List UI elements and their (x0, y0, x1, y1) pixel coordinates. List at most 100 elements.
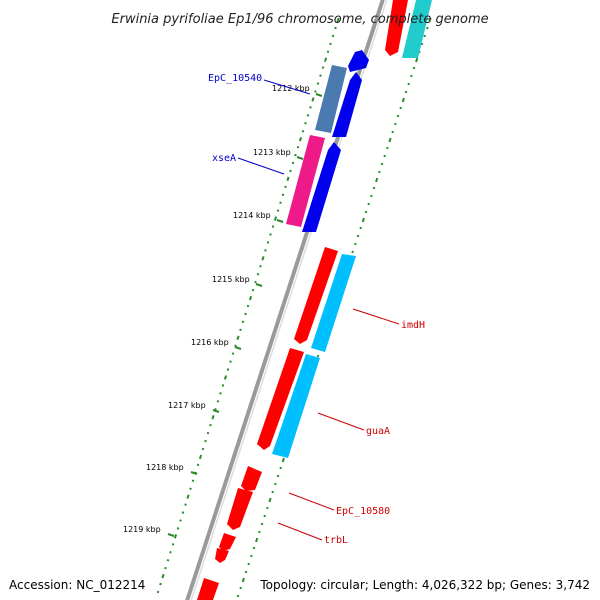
scale-tick (255, 283, 263, 287)
gc-dot (241, 320, 245, 324)
gc-dot (166, 558, 170, 562)
reverse-gene-epc10580[interactable] (227, 488, 253, 530)
gc-dot (380, 162, 384, 166)
gc-dot (223, 375, 228, 380)
gc-dot (179, 519, 182, 522)
gc-dot (356, 234, 360, 238)
gc-dot (304, 122, 307, 125)
gc-dot (316, 354, 320, 358)
gc-dot (271, 490, 274, 494)
gc-dot (294, 153, 297, 157)
reverse-gene-imdh[interactable] (294, 247, 338, 344)
tick-label: 1219 kbp (123, 525, 161, 534)
tick-label: 1213 kbp (253, 148, 291, 157)
gc-dot (258, 530, 261, 534)
scale-tick (190, 471, 198, 475)
gc-dot (410, 74, 413, 78)
tick-label: 1216 kbp (191, 338, 229, 347)
tick-label: 1214 kbp (233, 211, 271, 220)
gc-dot (248, 295, 253, 301)
reverse-gene-top[interactable] (385, 0, 408, 56)
gc-dot (244, 312, 247, 316)
gc-dot (276, 209, 280, 212)
gc-dot (236, 594, 240, 598)
steel-gene[interactable] (315, 65, 347, 133)
gc-dot (306, 114, 310, 117)
forward-gene-epc10540[interactable] (348, 50, 369, 72)
tick-label: 1218 kbp (146, 463, 184, 472)
gc-dot (266, 506, 269, 510)
gc-dot (321, 66, 325, 69)
gc-dot (173, 534, 178, 539)
gc-dot (171, 543, 175, 546)
gc-dot (279, 466, 282, 470)
gc-dot (244, 570, 248, 574)
gc-dot (301, 129, 305, 133)
gc-dot (331, 34, 335, 38)
gc-dot (229, 360, 232, 363)
gc-dot (198, 454, 203, 460)
gc-dot (361, 217, 365, 223)
reverse-gene-small-2[interactable] (215, 548, 229, 563)
gc-dot (241, 577, 245, 583)
gc-dot (246, 304, 250, 308)
gc-dot (370, 194, 373, 198)
forward-cds-guaa[interactable] (272, 354, 320, 458)
gc-dot (298, 136, 303, 142)
reverse-gene-bottom[interactable] (197, 578, 219, 600)
gc-dot (159, 582, 162, 586)
gc-dot (196, 463, 200, 467)
map-title: Erwinia pyrifoliae Ep1/96 chromosome, co… (111, 12, 488, 27)
gc-dot (221, 384, 225, 387)
leader-imdh (352, 308, 400, 325)
teal-gene-top[interactable] (402, 0, 432, 58)
gc-dot (161, 573, 165, 579)
gc-dot (239, 328, 242, 332)
forward-gene-1[interactable] (332, 72, 362, 137)
gene-label-epc10540[interactable]: EpC_10540 (208, 73, 262, 84)
gc-dot (316, 82, 320, 85)
gc-dot (164, 566, 167, 570)
gc-dot (412, 66, 416, 70)
gc-dot (186, 494, 190, 499)
gc-dot (404, 90, 408, 94)
gc-dot (399, 106, 402, 110)
gc-dot (209, 423, 212, 427)
gc-dot (396, 114, 400, 118)
pink-gene[interactable] (286, 135, 325, 227)
gene-label-trbl[interactable]: trbL (324, 535, 348, 546)
scale-tick (276, 219, 284, 223)
reverse-gene-small-1[interactable] (241, 466, 262, 491)
gc-dot (291, 161, 295, 165)
gc-dot (281, 193, 285, 197)
gc-dot (289, 169, 292, 173)
tick-label: 1215 kbp (212, 275, 250, 284)
forward-gene-xsea[interactable] (302, 142, 341, 232)
gc-dot (264, 249, 267, 252)
gc-dot (256, 272, 260, 276)
gc-dot (255, 537, 259, 543)
gc-dot (314, 90, 317, 93)
gc-dot (250, 554, 253, 558)
gc-dot (364, 210, 368, 214)
gc-dot (334, 26, 337, 30)
gc-dot (247, 562, 250, 566)
gc-dot (367, 202, 370, 206)
gene-label-epc10580[interactable]: EpC_10580 (336, 506, 390, 517)
gc-dot (426, 26, 429, 30)
forward-cds-imdh[interactable] (311, 254, 356, 352)
gc-dot (204, 439, 207, 443)
gc-dot (375, 177, 379, 183)
leader-epc10540 (263, 79, 311, 95)
gene-label-guaa[interactable]: guaA (366, 426, 390, 437)
gc-dot (351, 250, 354, 254)
gc-dot (319, 74, 322, 77)
gene-label-imdh[interactable]: imdH (401, 320, 425, 331)
reverse-gene-guaa[interactable] (257, 348, 304, 450)
gene-label-xsea[interactable]: xseA (212, 153, 236, 164)
gc-dot (329, 42, 332, 46)
reverse-gene-trbl[interactable] (219, 533, 236, 551)
gc-dot (378, 170, 381, 174)
gc-dot (415, 57, 419, 63)
